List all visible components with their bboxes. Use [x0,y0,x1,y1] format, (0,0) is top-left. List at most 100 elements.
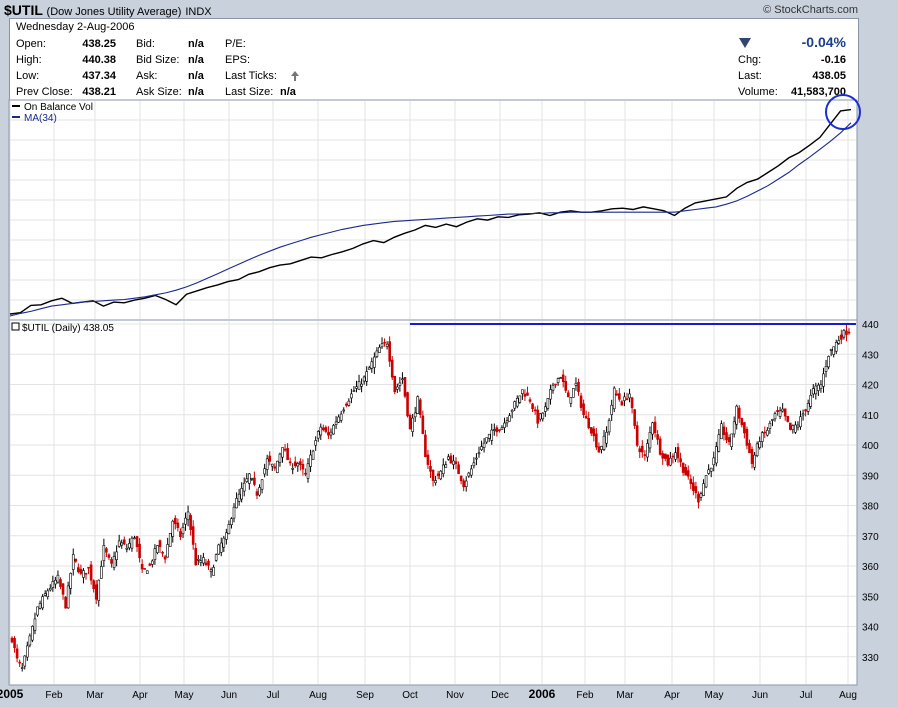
candle-body [163,556,167,560]
candle-body [464,480,468,487]
candle [33,612,37,635]
candle-body [403,377,407,397]
high-value: 440.38 [82,54,116,66]
candle-body [447,456,450,460]
candle-body [322,427,325,431]
candle [564,375,568,394]
prev-close-label: Prev Close: [16,86,73,98]
candle [398,376,402,392]
candle [480,440,483,451]
candle [329,428,333,440]
candle-body [84,572,88,575]
candle [620,400,624,406]
candle [327,426,330,439]
candle-body [554,383,557,386]
candle-body [663,453,667,459]
candle-body [299,461,302,466]
candle [444,461,448,468]
candle [314,436,317,451]
candle [600,445,603,454]
candle-body [556,378,560,383]
candle [801,409,805,421]
candle [258,484,261,497]
candle-body [684,466,687,476]
candle [449,452,453,464]
candle [230,517,233,529]
candle-body [834,342,838,352]
candle [87,566,90,575]
candle-body [74,558,78,562]
candle [281,447,284,463]
candle-body [375,350,379,357]
x-tick-label: Nov [446,690,464,701]
candle-body [743,422,746,434]
candle-body [526,392,529,396]
candle [748,439,751,454]
candle-body [459,475,463,482]
candle-body [694,486,698,494]
candle-body [452,460,455,465]
candle [61,583,65,600]
candle [462,478,465,492]
candle [84,572,88,580]
candle-body [360,383,363,387]
candle [232,503,236,523]
candle [301,459,305,476]
candle-body [245,478,249,482]
candle [367,365,371,370]
candle [265,454,269,476]
brand-logo[interactable]: © StockCharts.com [763,4,858,16]
candle [505,416,509,428]
candle [776,406,779,416]
last-value: 438.05 [812,70,846,82]
candle [633,408,636,429]
candle-body [15,648,19,659]
candle [306,458,310,483]
candle-body [347,400,351,406]
candle [743,421,746,439]
candle-body [811,388,815,395]
candle-body [120,542,124,546]
candle [171,519,175,543]
candle-body [344,403,348,406]
candle [727,434,731,446]
candle [245,473,249,483]
candle-body [531,403,534,409]
candle-body [61,583,65,595]
candle [56,570,60,584]
candle [207,558,210,570]
candle-body [490,429,494,441]
candle [605,426,608,448]
legend-ma: MA(34) [24,113,57,124]
candle-body [20,667,24,669]
candle-body [434,480,437,484]
candle-body [337,416,340,423]
candle [117,534,121,548]
candle-body [725,432,728,441]
candle [686,465,690,480]
candle [766,427,769,437]
candle [436,470,440,480]
candle-body [66,585,70,609]
candle-body [771,419,774,421]
candle [263,463,266,478]
candle-body [222,537,226,548]
candle [827,355,830,370]
candle [59,577,62,590]
candle [174,515,177,530]
candle-body [758,441,761,448]
candle-body [319,426,323,436]
candle [475,453,478,466]
candle-body [214,554,218,561]
candle [23,655,27,670]
candle [441,458,445,478]
candle-body [309,454,312,467]
candle [355,380,358,393]
candle [531,402,534,413]
candle [809,389,813,409]
candle-body [56,574,60,583]
candle [692,476,695,496]
candle-body [383,341,386,344]
candle-body [416,396,420,414]
candle [569,397,573,408]
